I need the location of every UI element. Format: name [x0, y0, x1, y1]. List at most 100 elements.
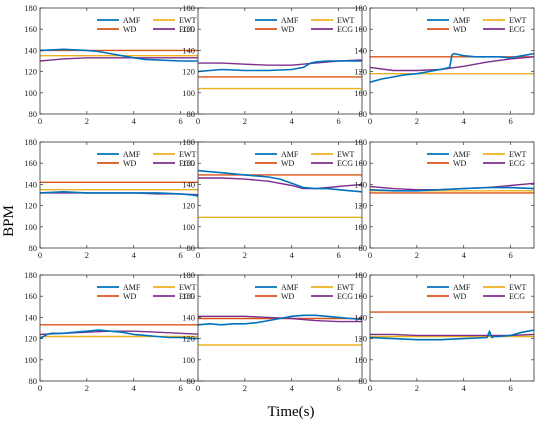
series-amf-line — [39, 329, 204, 340]
y-tick-label: 140 — [182, 179, 195, 189]
axes-frame — [197, 141, 363, 249]
x-tick-label: 6 — [178, 250, 182, 260]
x-tick-label: 0 — [38, 250, 42, 260]
plot-area — [40, 142, 204, 248]
y-tick-label: 120 — [24, 67, 37, 77]
subplot-2: 80 100 120 140 160 180 0 2 4 6 AMF EWT WD ECG — [182, 3, 363, 126]
legend-label-wd: WD — [123, 25, 137, 34]
legend-label-amf: AMF — [123, 16, 141, 25]
subplot-8: 80 100 120 140 160 180 0 2 4 6 AMF EWT WD ECG — [182, 270, 363, 393]
y-tick-label: 80 — [29, 109, 38, 119]
x-tick-label: 6 — [336, 383, 340, 393]
y-tick-label: 120 — [182, 201, 195, 211]
legend-label-amf: AMF — [123, 150, 141, 159]
y-tick-label: 160 — [24, 24, 37, 34]
x-tick-label: 6 — [336, 250, 340, 260]
y-tick-label: 80 — [359, 376, 368, 386]
y-tick-label: 100 — [24, 222, 37, 232]
x-tick-label: 2 — [85, 250, 89, 260]
legend-label-ewt: EWT — [179, 16, 196, 25]
legend: AMF EWT WD ECG — [427, 283, 526, 301]
y-tick-label: 80 — [187, 243, 196, 253]
y-tick-label: 120 — [182, 67, 195, 77]
legend-label-wd: WD — [123, 292, 137, 301]
y-tick-label: 100 — [354, 355, 367, 365]
y-tick-label: 160 — [24, 158, 37, 168]
y-tick-label: 120 — [24, 334, 37, 344]
y-tick-label: 160 — [182, 24, 195, 34]
y-tick-label: 180 — [182, 3, 195, 13]
subplot-4: 80 100 120 140 160 180 0 2 4 6 AMF EWT WD ECG — [24, 137, 205, 260]
legend-label-ewt: EWT — [509, 16, 526, 25]
y-tick-label: 140 — [24, 45, 37, 55]
legend-label-ewt: EWT — [337, 150, 354, 159]
legend-label-amf: AMF — [453, 16, 471, 25]
y-tick-label: 180 — [354, 3, 367, 13]
y-tick-label: 100 — [24, 355, 37, 365]
series-amf-line — [39, 48, 204, 62]
legend-label-wd: WD — [453, 25, 467, 34]
subplot-7: 80 100 120 140 160 180 0 2 4 6 AMF EWT WD ECG — [24, 270, 205, 393]
x-tick-label: 2 — [243, 383, 247, 393]
y-tick-label: 160 — [354, 158, 367, 168]
legend: AMF EWT WD ECG — [255, 150, 354, 168]
x-tick-label: 0 — [38, 383, 42, 393]
y-tick-label: 120 — [354, 67, 367, 77]
legend-label-ecg: ECG — [509, 159, 525, 168]
legend: AMF EWT WD ECG — [427, 150, 526, 168]
y-tick-label: 180 — [24, 137, 37, 147]
series-amf-line — [369, 186, 535, 192]
legend-label-ecg: ECG — [179, 159, 195, 168]
x-tick-label: 6 — [178, 116, 182, 126]
subplot-1: 80 100 120 140 160 180 0 2 4 6 AMF EWT WD ECG — [24, 3, 205, 126]
legend-label-amf: AMF — [123, 283, 141, 292]
y-axis-label: BPM — [1, 205, 17, 237]
legend-label-ewt: EWT — [179, 283, 196, 292]
x-tick-label: 0 — [38, 116, 42, 126]
legend-label-amf: AMF — [281, 16, 299, 25]
legend-label-wd: WD — [453, 159, 467, 168]
x-tick-label: 6 — [336, 116, 340, 126]
legend-label-ewt: EWT — [337, 283, 354, 292]
y-tick-label: 180 — [182, 137, 195, 147]
x-tick-label: 2 — [85, 116, 89, 126]
x-tick-label: 2 — [85, 383, 89, 393]
x-tick-label: 4 — [132, 250, 137, 260]
y-tick-label: 100 — [182, 222, 195, 232]
y-tick-label: 180 — [182, 270, 195, 280]
y-tick-label: 120 — [24, 201, 37, 211]
legend-label-amf: AMF — [453, 150, 471, 159]
y-tick-label: 140 — [182, 45, 195, 55]
legend: AMF EWT WD ECG — [255, 283, 354, 301]
y-tick-label: 100 — [24, 88, 37, 98]
legend-label-ecg: ECG — [337, 25, 353, 34]
x-axis-label: Time(s) — [268, 404, 315, 420]
axes-frame — [197, 7, 363, 115]
legend-label-ecg: ECG — [337, 159, 353, 168]
plot-area — [370, 8, 534, 114]
plot-area — [370, 142, 534, 248]
x-tick-label: 0 — [368, 116, 372, 126]
legend-label-wd: WD — [281, 292, 295, 301]
legend-label-ewt: EWT — [509, 283, 526, 292]
series-ecg-line — [369, 56, 535, 72]
series-amf-line — [197, 314, 363, 326]
x-tick-label: 4 — [132, 383, 137, 393]
x-tick-label: 4 — [462, 383, 467, 393]
y-tick-label: 160 — [354, 24, 367, 34]
y-tick-label: 140 — [182, 312, 195, 322]
plot-area — [198, 275, 362, 381]
series-ecg-line — [198, 177, 363, 190]
legend-label-wd: WD — [123, 159, 137, 168]
subplot-9: 80 100 120 140 160 180 0 2 4 6 AMF EWT WD ECG — [354, 270, 535, 393]
y-tick-label: 100 — [182, 88, 195, 98]
y-tick-label: 180 — [354, 137, 367, 147]
legend-label-wd: WD — [281, 159, 295, 168]
legend: AMF EWT WD ECG — [427, 16, 526, 34]
y-tick-label: 160 — [354, 291, 367, 301]
y-tick-label: 160 — [182, 158, 195, 168]
y-tick-label: 100 — [354, 222, 367, 232]
legend-label-wd: WD — [281, 25, 295, 34]
legend: AMF EWT WD ECG — [97, 16, 196, 34]
